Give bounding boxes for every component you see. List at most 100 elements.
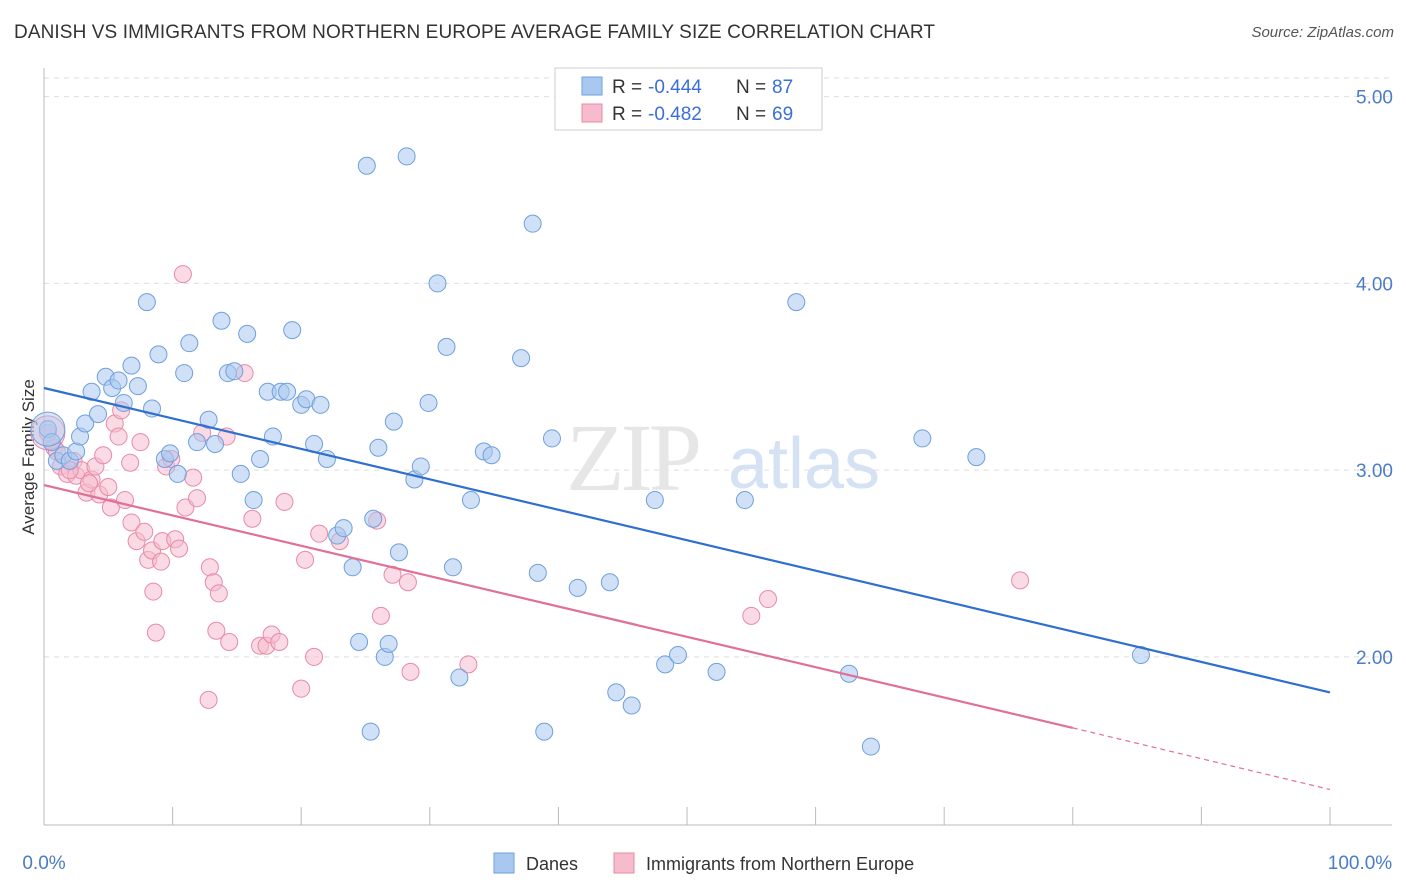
danes-point — [419, 393, 438, 412]
immigrants-point — [144, 582, 163, 601]
danes-point — [622, 696, 641, 715]
y-tick-label: 3.00 — [1356, 461, 1393, 482]
danes-point — [437, 337, 456, 356]
immigrants-point — [209, 584, 228, 603]
immigrants-point — [170, 539, 189, 558]
danes-point — [607, 683, 626, 702]
watermark: ZIP atlas — [566, 404, 880, 511]
danes-point — [443, 558, 462, 577]
danes-point — [535, 722, 554, 741]
danes-point — [528, 563, 547, 582]
immigrants-point — [131, 433, 150, 452]
immigrants-point — [243, 509, 262, 528]
danes-point — [735, 491, 754, 510]
immigrants-point — [99, 477, 118, 496]
danes-point — [397, 147, 416, 166]
immigrants-point — [184, 468, 203, 487]
immigrants-r-value: -0.482 — [648, 104, 702, 125]
danes-point — [361, 722, 380, 741]
immigrants-trend-extension — [1072, 727, 1331, 791]
immigrants-point — [371, 606, 390, 625]
x-tick-label: 0.0% — [22, 853, 65, 874]
immigrants-point — [152, 552, 171, 571]
immigrants-point — [1011, 571, 1030, 590]
immigrants-n-value: 69 — [772, 104, 793, 125]
danes-point — [411, 457, 430, 476]
danes-point — [369, 438, 388, 457]
immigrants-trend-line — [43, 484, 1074, 729]
danes-point — [668, 646, 687, 665]
danes-point — [283, 321, 302, 340]
immigrants-point — [121, 453, 140, 472]
danes-point — [175, 364, 194, 383]
immigrants-r-label: R = — [612, 104, 642, 125]
immigrants-swatch — [581, 103, 603, 123]
danes-point — [428, 274, 447, 293]
danes-trend-line — [43, 386, 1331, 694]
y-tick-label: 5.00 — [1356, 88, 1393, 109]
danes-point — [199, 410, 218, 429]
danes-point — [67, 442, 86, 461]
y-tick-label: 4.00 — [1356, 274, 1393, 295]
axes — [43, 68, 1392, 826]
danes-swatch — [581, 76, 603, 96]
immigrants-point — [109, 427, 128, 446]
immigrants-point — [398, 573, 417, 592]
danes-point — [861, 737, 880, 756]
danes-point — [656, 655, 675, 674]
immigrants-point — [199, 690, 218, 709]
danes-point — [89, 405, 108, 424]
danes-point — [109, 371, 128, 390]
danes-point — [707, 662, 726, 681]
danes-r-label: R = — [612, 77, 642, 98]
immigrants-point — [310, 524, 329, 543]
danes-point — [180, 334, 199, 353]
danes-point — [913, 429, 932, 448]
danes-point — [389, 543, 408, 562]
danes-point — [357, 156, 376, 175]
danes-point — [967, 448, 986, 467]
danes-point — [787, 293, 806, 312]
immigrants-point — [296, 550, 315, 569]
chart-title: DANISH VS IMMIGRANTS FROM NORTHERN EUROP… — [14, 22, 936, 43]
danes-point-large — [30, 411, 66, 447]
danes-point — [137, 293, 156, 312]
immigrants-legend-label: Immigrants from Northern Europe — [646, 854, 914, 874]
immigrants-point — [207, 621, 226, 640]
immigrants-point — [220, 632, 239, 651]
danes-point — [212, 311, 231, 330]
immigrants-point — [742, 606, 761, 625]
danes-n-value: 87 — [772, 77, 793, 98]
danes-point — [122, 356, 141, 375]
x-tick-label: 100.0% — [1328, 853, 1393, 874]
danes-point — [542, 429, 561, 448]
tick-labels: 2.00 3.00 4.00 5.00 0.0% 100.0% — [22, 88, 1393, 874]
immigrants-point — [305, 647, 324, 666]
danes-legend-label: Danes — [526, 854, 578, 874]
danes-point — [251, 449, 270, 468]
immigrants-point — [80, 474, 99, 493]
immigrants-point — [135, 522, 154, 541]
stats-legend: R = -0.444 N = 87 R = -0.482 N = 69 — [554, 67, 823, 131]
immigrants-point — [759, 590, 778, 609]
danes-point — [76, 414, 95, 433]
danes-point — [600, 573, 619, 592]
danes-point — [244, 491, 263, 510]
immigrants-point — [459, 655, 478, 674]
trend-lines — [43, 386, 1331, 791]
immigrants-point — [101, 498, 120, 517]
danes-point — [334, 519, 353, 538]
source-label: Source: ZipAtlas.com — [1251, 24, 1394, 41]
danes-point — [168, 464, 187, 483]
danes-point — [161, 444, 180, 463]
series-legend: Danes Immigrants from Northern Europe — [493, 852, 914, 874]
danes-point — [238, 324, 257, 343]
danes-point — [350, 632, 369, 651]
immigrants-point — [270, 632, 289, 651]
danes-point — [379, 634, 398, 653]
watermark-zip: ZIP — [566, 404, 699, 511]
immigrants-point — [94, 446, 113, 465]
danes-point — [206, 435, 225, 454]
immigrants-point — [275, 492, 294, 511]
danes-r-value: -0.444 — [648, 77, 702, 98]
